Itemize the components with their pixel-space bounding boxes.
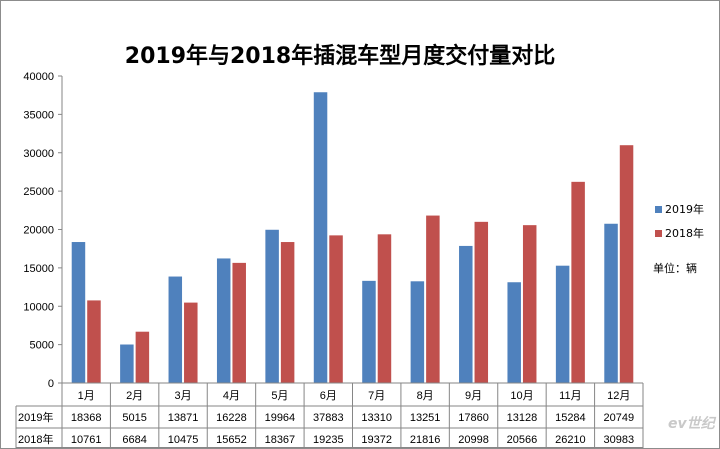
bar-series2-1 [87, 300, 101, 383]
unit-note: 单位：辆 [653, 261, 697, 275]
x-tick-label-8: 8月 [417, 390, 434, 402]
bar-series1-9 [459, 245, 473, 383]
x-tick-label-9: 9月 [465, 390, 482, 402]
legend-label-2: 2018年 [665, 226, 704, 240]
x-tick-label-10: 10月 [510, 390, 533, 402]
bar-series2-10 [522, 225, 537, 383]
table-cell-2-2: 6684 [122, 434, 146, 446]
table-cell-2-11: 26210 [555, 434, 586, 446]
x-tick-label-11: 11月 [559, 390, 581, 402]
bar-series1-10 [507, 282, 521, 383]
bar-series1-8 [410, 281, 425, 383]
y-tick-label-4: 20000 [23, 225, 54, 237]
table-cell-1-1: 18368 [71, 412, 102, 424]
bar-series1-1 [71, 242, 86, 383]
table-cell-1-11: 15284 [555, 412, 586, 424]
table-cell-1-9: 17860 [458, 412, 489, 424]
table-cell-2-10: 20566 [507, 434, 538, 446]
table-row-label-2: 2018年 [18, 432, 53, 446]
table-cell-1-12: 20749 [603, 412, 634, 424]
watermark-logo: ev世纪 [668, 416, 715, 432]
x-tick-label-1: 1月 [78, 390, 95, 402]
bar-series2-11 [571, 181, 585, 383]
bar-series1-7 [362, 280, 376, 383]
y-tick-label-0: 0 [48, 378, 54, 390]
chart-title: 2019年与2018年插混车型月度交付量对比 [124, 44, 556, 69]
bar-series2-12 [619, 145, 634, 383]
table-cell-2-4: 15652 [216, 434, 247, 446]
bar-series1-2 [120, 344, 134, 383]
table-cell-1-6: 37883 [313, 412, 344, 424]
bar-series2-8 [426, 215, 440, 383]
x-tick-label-2: 2月 [126, 390, 143, 402]
table-cell-2-9: 20998 [458, 434, 489, 446]
bar-series1-4 [216, 258, 231, 383]
y-tick-label-1: 5000 [30, 340, 54, 352]
table-cell-1-4: 16228 [216, 412, 247, 424]
x-tick-label-7: 7月 [368, 390, 385, 402]
bar-series1-5 [265, 229, 279, 383]
table-cell-1-5: 19964 [265, 412, 296, 424]
y-tick-label-3: 15000 [23, 263, 54, 275]
y-tick-label-5: 25000 [23, 186, 54, 198]
y-tick-label-2: 10000 [23, 301, 54, 313]
y-tick-label-6: 30000 [23, 148, 54, 160]
x-tick-label-6: 6月 [320, 390, 337, 402]
table-cell-2-6: 19235 [313, 434, 344, 446]
table-cell-1-8: 13251 [410, 412, 441, 424]
table-cell-2-8: 21816 [410, 434, 441, 446]
bar-series2-2 [135, 331, 150, 383]
bar-series2-9 [474, 221, 489, 383]
table-cell-1-10: 13128 [507, 412, 538, 424]
legend-swatch-2 [655, 230, 662, 237]
table-cell-2-5: 18367 [265, 434, 296, 446]
bar-series2-5 [280, 242, 295, 383]
bar-series1-3 [168, 276, 183, 383]
x-tick-label-5: 5月 [271, 390, 288, 402]
table-cell-2-1: 10761 [71, 434, 102, 446]
bar-series1-12 [604, 223, 618, 383]
table-cell-2-3: 10475 [168, 434, 199, 446]
y-tick-label-8: 40000 [23, 71, 54, 83]
legend-label-1: 2019年 [665, 202, 704, 216]
table-row-label-1: 2019年 [18, 410, 53, 424]
table-cell-2-7: 19372 [361, 434, 392, 446]
x-tick-label-4: 4月 [223, 390, 240, 402]
table-cell-1-3: 13871 [168, 412, 199, 424]
table-cell-1-2: 5015 [122, 412, 146, 424]
y-tick-label-7: 35000 [23, 109, 54, 121]
x-tick-label-3: 3月 [174, 390, 191, 402]
bar-series2-7 [377, 234, 392, 383]
legend-swatch-1 [655, 206, 662, 213]
table-cell-2-12: 30983 [603, 434, 634, 446]
bar-series1-11 [555, 265, 570, 383]
bar-series1-6 [313, 92, 328, 383]
bar-series2-3 [184, 302, 198, 383]
table-cell-1-7: 13310 [361, 412, 392, 424]
bar-series2-4 [232, 262, 246, 383]
bar-series2-6 [329, 235, 343, 383]
x-tick-label-12: 12月 [607, 390, 630, 402]
